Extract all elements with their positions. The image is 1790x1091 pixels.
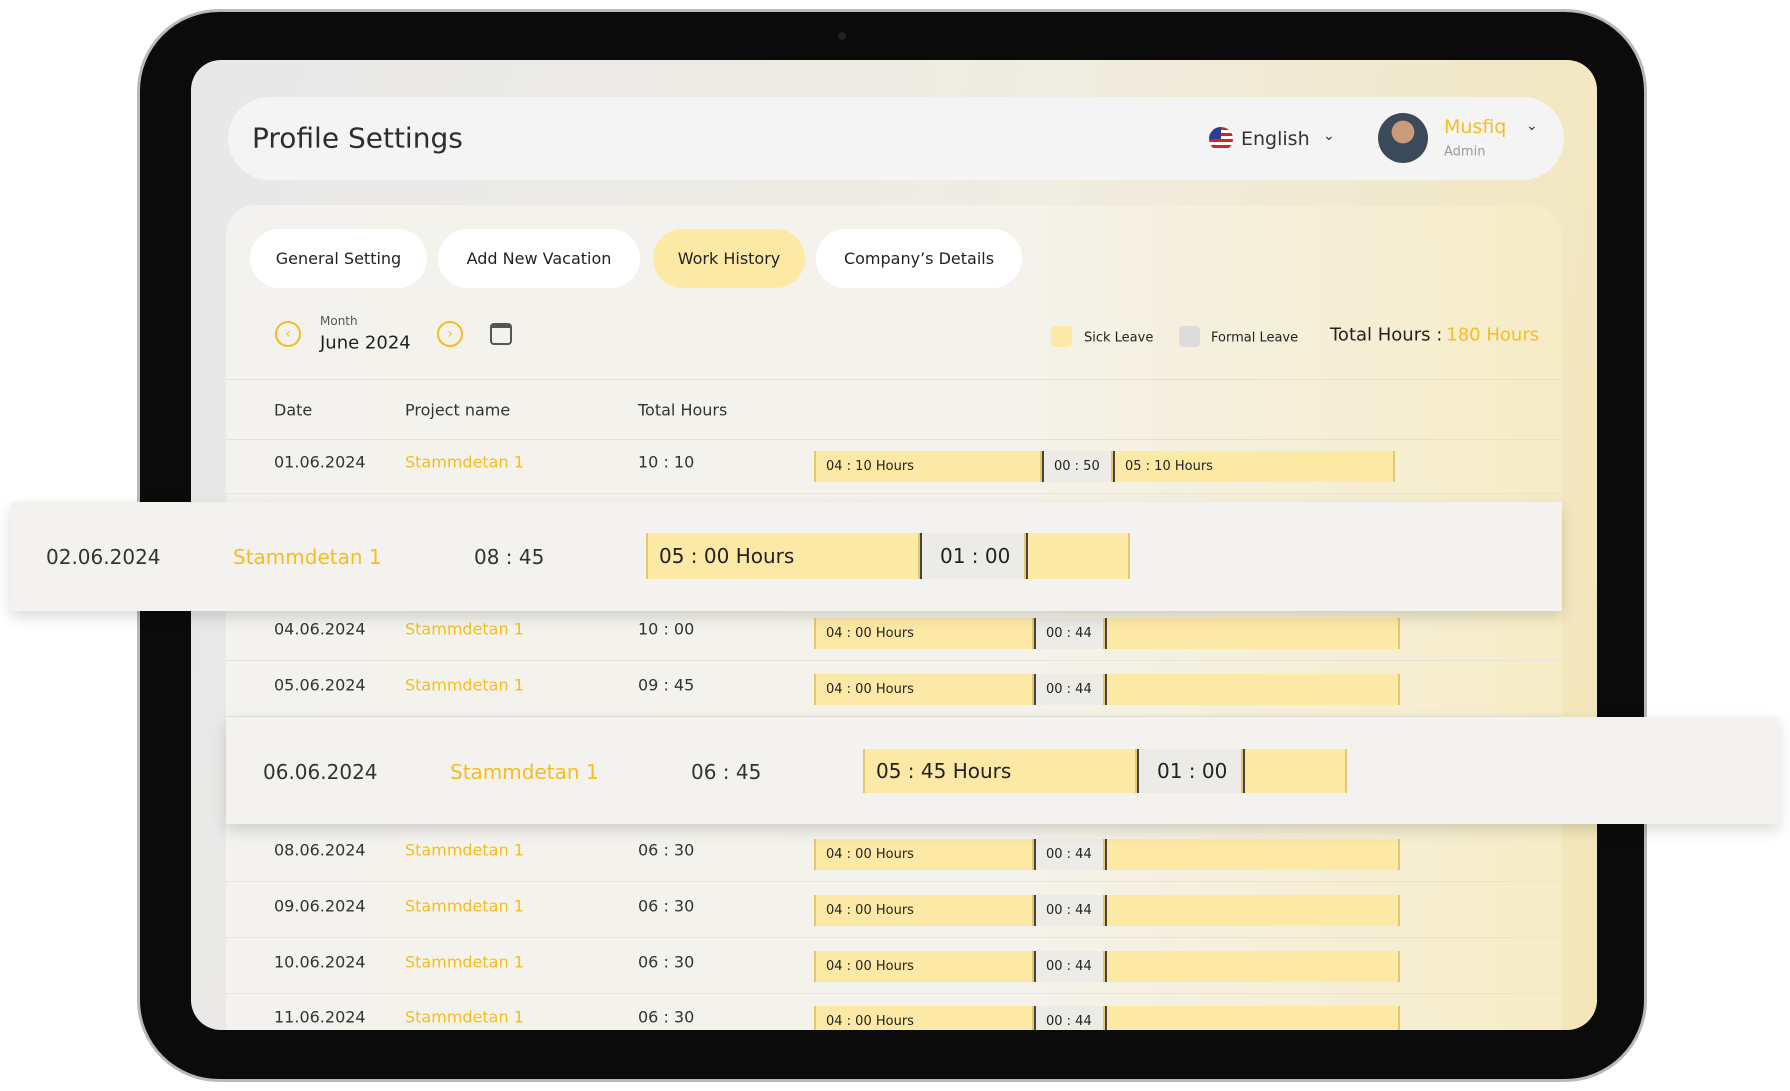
project[interactable]: Stammdetan 1	[405, 619, 524, 639]
column-header: Project name	[405, 400, 511, 420]
user-caret[interactable]: ⌄	[1526, 118, 1538, 134]
date: 02.06.2024	[46, 545, 161, 569]
total-hours: Total Hours :180 Hours	[1330, 325, 1539, 346]
header-bar	[228, 97, 1564, 180]
total: 10 : 00	[638, 619, 695, 639]
project[interactable]: Stammdetan 1	[405, 952, 524, 972]
total: 09 : 45	[638, 675, 695, 695]
date: 05.06.2024	[274, 675, 366, 695]
total: 08 : 45	[474, 545, 545, 569]
highlighted-row: 02.06.2024 Stammdetan 1 08 : 45 05 : 00 Hou…	[11, 502, 1562, 611]
row-divider	[226, 881, 1562, 882]
month: June 2024	[320, 332, 411, 354]
total: 06 : 30	[638, 952, 695, 972]
legend-swatch	[1051, 326, 1072, 347]
total-label: Total Hours :	[1330, 324, 1443, 346]
total: 06 : 30	[638, 1007, 695, 1027]
flag-icon	[1209, 127, 1233, 151]
column-header: Date	[274, 400, 313, 420]
calendar-icon[interactable]	[490, 323, 512, 345]
row-divider	[226, 993, 1562, 994]
date: 09.06.2024	[274, 896, 366, 916]
time-segment: 00 : 44	[1034, 617, 1105, 649]
time-segment: 04 : 00 Hours	[814, 617, 1034, 649]
time-segment: 05 : 10 Hours	[1113, 450, 1395, 482]
camera	[838, 32, 846, 40]
page-title: Profile Settings	[252, 121, 463, 155]
time-segment	[1026, 533, 1130, 579]
time-segment: 05 : 00 Hours	[646, 533, 920, 579]
date: 11.06.2024	[274, 1007, 366, 1027]
time-segment: 00 : 44	[1034, 673, 1105, 705]
time-segment	[1243, 749, 1347, 793]
row-divider	[226, 716, 1562, 717]
date: 06.06.2024	[263, 760, 378, 784]
highlighted-row: 06.06.2024 Stammdetan 1 06 : 45 05 : 45 Hou…	[226, 717, 1779, 824]
total: 06 : 30	[638, 840, 695, 860]
tab[interactable]: Work History	[653, 229, 805, 288]
time-segment	[1105, 894, 1400, 926]
total-value: 180 Hours	[1446, 324, 1540, 346]
time-segment	[1105, 950, 1400, 982]
divider	[226, 379, 1562, 380]
time-segment: 01 : 00	[1137, 749, 1243, 793]
time-segment	[1105, 673, 1400, 705]
date: 01.06.2024	[274, 452, 366, 472]
project[interactable]: Stammdetan 1	[450, 760, 599, 784]
column-header: Total Hours	[638, 400, 728, 420]
time-segment: 04 : 00 Hours	[814, 894, 1034, 926]
project[interactable]: Stammdetan 1	[233, 545, 382, 569]
legend-label: Sick Leave	[1084, 330, 1154, 346]
month-label: Month	[320, 314, 358, 328]
date: 10.06.2024	[274, 952, 366, 972]
time-segment: 04 : 00 Hours	[814, 673, 1034, 705]
row-divider	[226, 660, 1562, 661]
user-name[interactable]: Musfiq	[1444, 116, 1507, 138]
project[interactable]: Stammdetan 1	[405, 452, 524, 472]
time-segment	[1105, 1005, 1400, 1030]
total: 06 : 30	[638, 896, 695, 916]
tab[interactable]: General Setting	[250, 229, 427, 288]
tab[interactable]: Add New Vacation	[438, 229, 640, 288]
project[interactable]: Stammdetan 1	[405, 675, 524, 695]
date: 08.06.2024	[274, 840, 366, 860]
legend-label: Formal Leave	[1211, 330, 1299, 346]
project[interactable]: Stammdetan 1	[405, 896, 524, 916]
time-segment: 04 : 10 Hours	[814, 450, 1042, 482]
time-segment: 01 : 00	[920, 533, 1026, 579]
time-segment: 00 : 44	[1034, 1005, 1105, 1030]
total: 10 : 10	[638, 452, 695, 472]
time-segment: 00 : 44	[1034, 950, 1105, 982]
row-divider	[226, 937, 1562, 938]
time-segment: 04 : 00 Hours	[814, 838, 1034, 870]
time-segment: 00 : 44	[1034, 838, 1105, 870]
project[interactable]: Stammdetan 1	[405, 840, 524, 860]
divider	[226, 439, 1562, 440]
time-segment: 00 : 50	[1042, 450, 1113, 482]
prev-month[interactable]: ‹	[275, 321, 301, 347]
time-segment	[1105, 617, 1400, 649]
time-segment: 04 : 00 Hours	[814, 950, 1034, 982]
time-segment	[1105, 838, 1400, 870]
time-segment: 05 : 45 Hours	[863, 749, 1137, 793]
screen: Profile Settings English ⌄ Musfiq Admin …	[191, 60, 1597, 1030]
time-segment: 04 : 00 Hours	[814, 1005, 1034, 1030]
total: 06 : 45	[691, 760, 762, 784]
language[interactable]: English	[1241, 128, 1310, 150]
avatar	[1378, 113, 1428, 163]
date: 04.06.2024	[274, 619, 366, 639]
legend-swatch	[1179, 326, 1200, 347]
project[interactable]: Stammdetan 1	[405, 1007, 524, 1027]
time-segment: 00 : 44	[1034, 894, 1105, 926]
tab[interactable]: Company’s Details	[816, 229, 1022, 288]
user-role: Admin	[1444, 144, 1486, 160]
next-month[interactable]: ›	[437, 321, 463, 347]
language-caret[interactable]: ⌄	[1323, 128, 1335, 144]
row-divider	[226, 493, 1562, 494]
